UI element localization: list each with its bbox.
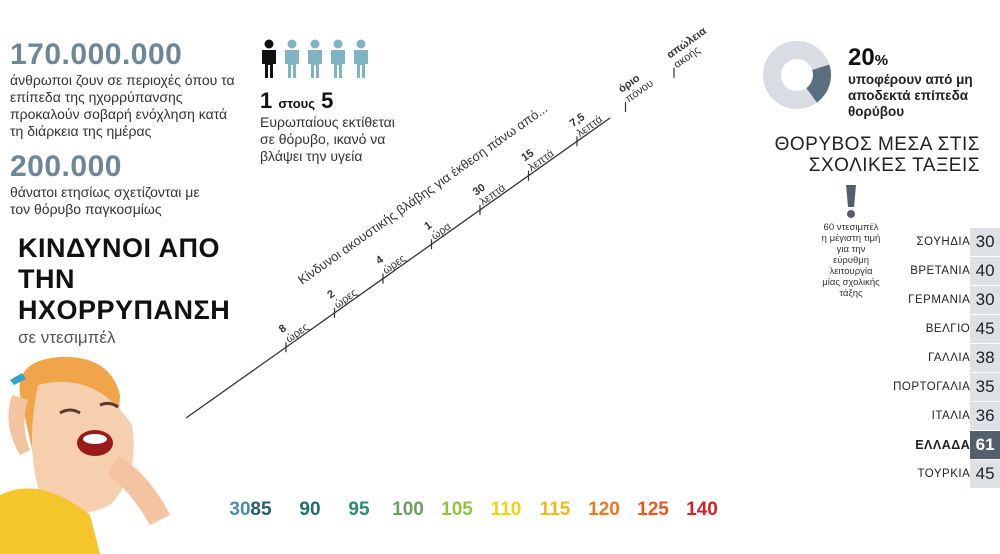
- percent-number: 20: [848, 44, 875, 71]
- band-label: Πυροβολισμός, απογείωση αεροσκάφους: [0, 0, 5, 7]
- band-label: ψίθυρος: [0, 0, 5, 7]
- exposure-tick-label: 8ώρες: [277, 311, 311, 345]
- table-row: ΒΡΕΤΑΝΙΑ 40: [888, 256, 1000, 286]
- country-value: 35: [970, 372, 1000, 402]
- country-value: 36: [970, 401, 1000, 431]
- person-icon: [331, 39, 345, 78]
- value-label: 120: [588, 499, 620, 520]
- page-subtitle: σε ντεσιμπέλ: [18, 328, 116, 347]
- percent-sign: %: [874, 52, 889, 69]
- country-name: ΠΟΡΤΟΓΑΛΙΑ: [888, 372, 971, 402]
- page-title: ΚΙΝΔΥΝΟΙ ΑΠΟ ΤΗΝ ΗΧΟΡΡΥΠΑΝΣΗ: [18, 233, 231, 325]
- percent-donut: [763, 41, 831, 109]
- country-value: 40: [970, 256, 1000, 286]
- band-label: Κλάμα μωρού, αγώνας ποδοσφαίρου: [0, 0, 5, 7]
- exposure-tick-label: 15λεπτά: [519, 137, 557, 173]
- person-icon: [262, 39, 276, 78]
- band-label: Τζετ σκι: [0, 0, 5, 7]
- exposure-tick-label: 30λεπτά: [471, 172, 509, 208]
- percent-text: υποφέρουν από μη αποδεκτά επίπεδα θορύβο…: [848, 72, 973, 119]
- exclamation-icon: [846, 185, 856, 218]
- value-label: 90: [299, 499, 320, 520]
- exposure-axis: [185, 117, 611, 419]
- country-value: 30: [970, 285, 1000, 315]
- table-row: ΙΤΑΛΙΑ 36: [888, 401, 1000, 431]
- exposure-tick-label: απώλειαακοής: [665, 25, 716, 71]
- band-label: Μοτοσυκλέτα: [0, 0, 6, 7]
- exposure-tick-label: όριοπόνου: [616, 68, 655, 106]
- country-name: ΣΟΥΗΔΙΑ: [888, 228, 971, 257]
- table-row: ΓΕΡΜΑΝΙΑ 30: [888, 285, 1000, 315]
- exposure-tick-label: 2ώρες: [325, 277, 359, 311]
- ratio-one: 1: [260, 88, 273, 113]
- table-row: ΠΟΡΤΟΓΑΛΙΑ 35: [888, 372, 1000, 402]
- person-icon: [285, 39, 299, 78]
- stat-2-text: θάνατοι ετησίως σχετίζονται με τον θόρυβ…: [10, 184, 200, 217]
- table-row: ΤΟΥΡΚΙΑ 45: [888, 459, 1000, 489]
- ratio-heading: 1 στους 5: [260, 88, 333, 114]
- exposure-tick-label: 1ώρα: [422, 210, 454, 242]
- country-name: ΤΟΥΡΚΙΑ: [888, 459, 971, 489]
- people-icons: [262, 39, 368, 78]
- value-label: 125: [637, 499, 669, 520]
- value-label: 115: [540, 499, 571, 520]
- person-icon: [354, 39, 368, 78]
- value-label: 110: [491, 499, 522, 520]
- exposure-tick-label: 7,5λεπτά: [568, 103, 606, 139]
- value-label: 85: [250, 499, 272, 520]
- screaming-girl-illustration: [0, 356, 170, 554]
- school-title: ΘΟΡΥΒΟΣ ΜΕΣΑ ΣΤΙΣ ΣΧΟΛΙΚΕΣ ΤΑΞΕΙΣ: [774, 134, 980, 176]
- donut-arc: [763, 41, 831, 109]
- country-value: 61: [970, 430, 1000, 460]
- table-row: ΕΛΛΑΔΑ 61: [888, 430, 1000, 460]
- value-label: 140: [686, 499, 718, 520]
- country-name: ΓΑΛΛΙΑ: [888, 343, 971, 373]
- band-label: Φορτηγό: [0, 0, 5, 7]
- value-label: 30: [229, 499, 250, 520]
- stat-1-text: άνθρωποι ζουν σε περιοχές όπου τα επίπεδ…: [10, 72, 235, 139]
- ratio-of: στους: [278, 96, 315, 111]
- country-value: 38: [970, 343, 1000, 373]
- person-icon: [308, 39, 322, 78]
- country-value: 30: [970, 228, 1000, 257]
- value-label: 100: [392, 499, 424, 520]
- table-row: ΣΟΥΗΔΙΑ 30: [888, 228, 1000, 257]
- table-row: ΒΕΛΓΙΟ 45: [888, 314, 1000, 344]
- band-label: Αυτοκίνητο: [0, 0, 5, 7]
- stat-2-number: 200.000: [10, 150, 122, 183]
- country-name: ΙΤΑΛΙΑ: [888, 401, 971, 431]
- country-name: ΒΡΕΤΑΝΙΑ: [888, 256, 971, 286]
- country-name: ΕΛΛΑΔΑ: [888, 430, 971, 460]
- band-label: Ροκ συναυλία, αμμοβολή: [0, 0, 5, 7]
- country-value: 45: [970, 459, 1000, 489]
- ratio-five: 5: [321, 88, 334, 113]
- school-noise-table: ΣΟΥΗΔΙΑ 30 ΒΡΕΤΑΝΙΑ 40 ΓΕΡΜΑΝΙΑ 30 ΒΕΛΓΙΟ 45 ΓΑΛ…: [888, 228, 1000, 489]
- stat-1-number: 170.000.000: [10, 38, 183, 71]
- percent-value: 20%: [848, 44, 888, 72]
- country-name: ΓΕΡΜΑΝΙΑ: [888, 285, 971, 315]
- value-label: 95: [348, 499, 370, 520]
- exposure-axis-title: Κίνδυνοι ακουστικής βλάβης για έκθεση πά…: [295, 101, 550, 288]
- band-label: Πολεμική σειρήνα, βεγγαλικά: [0, 0, 5, 7]
- country-value: 45: [970, 314, 1000, 344]
- value-label: 105: [441, 499, 473, 520]
- band-label: Αλυσοπρίονο: [0, 0, 5, 7]
- band-label: Κομπρεσέρ, Ελικόπτερο: [0, 0, 5, 7]
- school-note: 60 ντεσιμπέλ η μέγιστη τιμή για την εύρυ…: [821, 222, 881, 299]
- ratio-text: Ευρωπαίους εκτίθεται σε θόρυβο, ικανό να…: [260, 114, 395, 164]
- exposure-tick-label: 4ώρες: [374, 243, 408, 277]
- table-row: ΓΑΛΛΙΑ 38: [888, 343, 1000, 373]
- country-name: ΒΕΛΓΙΟ: [888, 314, 971, 344]
